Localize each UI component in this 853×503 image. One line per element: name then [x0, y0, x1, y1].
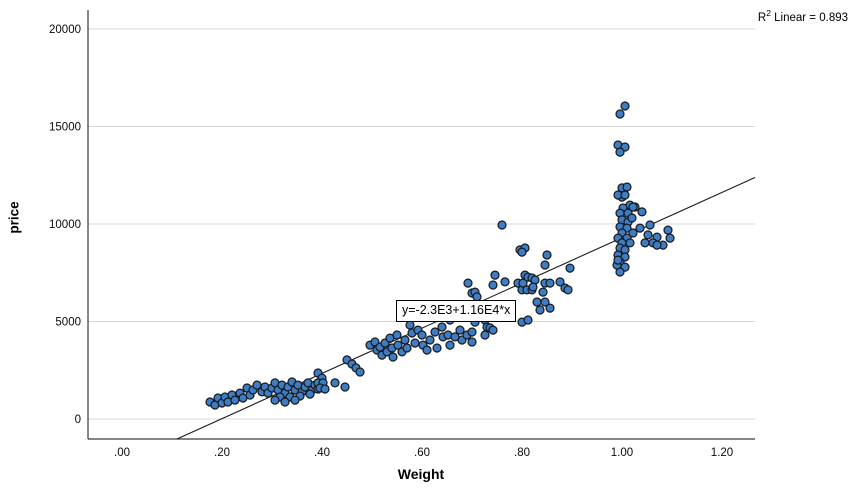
y-tick-label: 10000: [49, 219, 81, 231]
scatter-point: [410, 338, 420, 348]
scatter-point: [637, 207, 647, 217]
scatter-point: [613, 255, 623, 265]
scatter-point: [480, 330, 490, 340]
scatter-point: [538, 287, 548, 297]
scatter-point: [540, 297, 550, 307]
scatter-point: [455, 325, 465, 335]
scatter-point: [620, 101, 630, 111]
regression-equation-label: y=-2.3E3+1.16E4*x: [396, 300, 517, 322]
scatter-point: [430, 327, 440, 337]
scatter-point: [540, 260, 550, 270]
r-squared-label: R2 Linear = 0.893: [758, 6, 848, 25]
scatter-point: [555, 277, 565, 287]
scatter-point: [615, 147, 625, 157]
scatter-point: [497, 220, 507, 230]
scatter-point: [615, 109, 625, 119]
scatter-point: [417, 330, 427, 340]
scatter-point: [528, 282, 538, 292]
scatter-point: [425, 335, 435, 345]
x-axis-title: Weight: [397, 466, 445, 482]
scatter-point: [463, 278, 473, 288]
scatter-point: [627, 213, 637, 223]
scatter-point: [563, 285, 573, 295]
r2-value-text: Linear = 0.893: [770, 11, 848, 24]
scatter-point: [625, 238, 635, 248]
scatter-point: [532, 297, 542, 307]
scatter-point: [523, 315, 533, 325]
scatter-point: [330, 378, 340, 388]
scatter-point: [490, 270, 500, 280]
scatter-point: [270, 395, 280, 405]
scatter-point: [340, 382, 350, 392]
scatter-point: [643, 230, 653, 240]
y-tick-label: 5000: [55, 317, 81, 329]
x-tick-label: .00: [114, 447, 130, 459]
y-axis-title: price: [6, 201, 22, 234]
scatter-point: [535, 305, 545, 315]
scatter-point: [545, 278, 555, 288]
scatter-point: [628, 202, 638, 212]
y-tick-label: 15000: [49, 122, 81, 134]
scatter-point: [645, 220, 655, 230]
y-tick-label: 20000: [49, 24, 81, 36]
scatter-point: [488, 325, 498, 335]
scatter-point: [622, 182, 632, 192]
scatter-point: [445, 340, 455, 350]
scatter-point: [450, 332, 460, 342]
scatter-point: [663, 225, 673, 235]
scatter-point: [652, 240, 662, 250]
scatter-point: [405, 320, 415, 330]
scatter-point: [388, 352, 398, 362]
scatter-point: [320, 384, 330, 394]
scatter-point: [437, 322, 447, 332]
scatter-point: [488, 280, 498, 290]
scatter-point: [620, 190, 630, 200]
scatter-point: [545, 303, 555, 313]
scatter-point: [640, 238, 650, 248]
y-tick-label: 0: [75, 414, 81, 426]
scatter-point: [517, 247, 527, 257]
x-tick-label: .60: [414, 447, 430, 459]
scatter-point: [290, 395, 300, 405]
scatter-point: [230, 395, 240, 405]
r2-exponent: 2: [766, 8, 771, 18]
x-tick-label: 1.20: [711, 447, 733, 459]
scatter-point: [305, 389, 315, 399]
scatter-point: [280, 397, 290, 407]
r2-base-text: R: [757, 11, 767, 24]
x-tick-label: .40: [314, 447, 330, 459]
scatter-point: [432, 343, 442, 353]
scatter-point: [467, 327, 477, 337]
scatter-point: [392, 330, 402, 340]
scatter-point: [500, 277, 510, 287]
x-tick-label: 1.00: [611, 447, 633, 459]
scatter-point: [355, 367, 365, 377]
scatter-point: [542, 250, 552, 260]
scatter-point: [467, 337, 477, 347]
x-tick-label: .20: [214, 447, 230, 459]
scatter-point: [422, 345, 432, 355]
scatter-point: [402, 343, 412, 353]
scatter-point: [400, 335, 410, 345]
scatter-point: [665, 233, 675, 243]
scatter-point: [635, 223, 645, 233]
x-tick-label: .80: [514, 447, 530, 459]
scatter-point: [565, 263, 575, 273]
scatter-point: [628, 228, 638, 238]
scatter-point: [393, 340, 403, 350]
